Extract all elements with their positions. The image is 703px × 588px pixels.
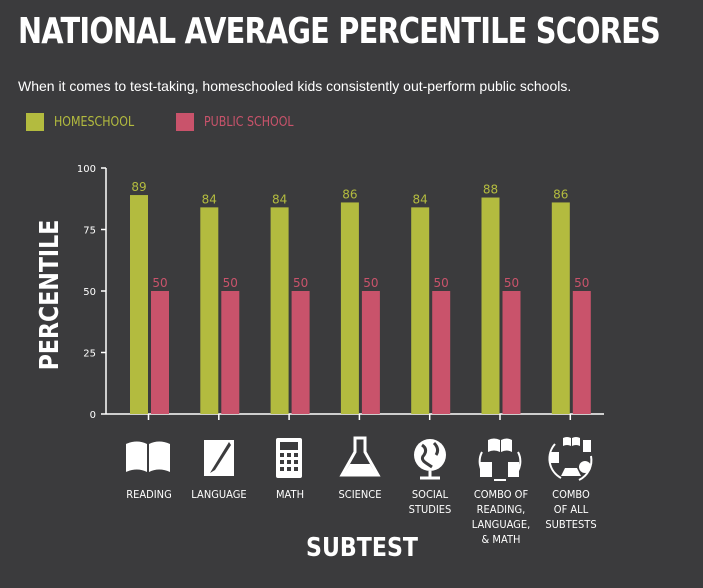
- legend-label-homeschool: HOMESCHOOL: [54, 114, 135, 130]
- bar-public-school: [291, 291, 310, 414]
- chart-subtitle: When it comes to test-taking, homeschool…: [18, 78, 572, 94]
- bar-public-school: [361, 291, 380, 414]
- y-tick-label: 25: [83, 349, 96, 360]
- bar-homeschool: [551, 202, 570, 414]
- bar-public-school: [432, 291, 451, 414]
- category-label: MATH: [275, 488, 304, 501]
- legend-item-homeschool: HOMESCHOOL: [26, 112, 148, 132]
- category-label: SCIENCE: [338, 488, 382, 501]
- data-label-homeschool: 84: [202, 192, 217, 206]
- data-label-public-school: 50: [363, 276, 378, 290]
- category-label: READING: [126, 488, 172, 501]
- flask-icon: [339, 436, 381, 477]
- data-label-homeschool: 86: [342, 187, 357, 201]
- all-subjects-cycle-icon: [548, 437, 593, 481]
- legend-item-public-school: PUBLIC SCHOOL: [176, 112, 309, 132]
- data-label-homeschool: 89: [131, 180, 146, 194]
- data-label-public-school: 50: [574, 276, 589, 290]
- calculator-icon: [276, 438, 302, 478]
- data-label-public-school: 50: [152, 276, 167, 290]
- legend-swatch-public-school: [176, 113, 194, 131]
- bar-homeschool: [130, 195, 148, 414]
- data-label-public-school: 50: [223, 276, 238, 290]
- y-tick-label: 50: [83, 287, 96, 298]
- y-tick-label: 0: [90, 410, 96, 421]
- globe-icon: [414, 439, 446, 480]
- bar-public-school: [572, 291, 591, 414]
- bar-public-school: [221, 291, 240, 414]
- book-paper-calculator-cycle-icon: [478, 438, 522, 481]
- x-axis-label: SUBTEST: [306, 533, 418, 563]
- bar-homeschool: [411, 207, 430, 414]
- bar-homeschool: [481, 197, 500, 414]
- data-label-public-school: 50: [293, 276, 308, 290]
- bar-public-school: [502, 291, 521, 414]
- category-label: SOCIAL STUDIES: [408, 488, 452, 516]
- data-label-public-school: 50: [504, 276, 519, 290]
- bar-homeschool: [200, 207, 219, 414]
- bar-homeschool: [270, 207, 289, 414]
- legend-label-public-school: PUBLIC SCHOOL: [204, 114, 294, 130]
- data-label-homeschool: 84: [272, 192, 287, 206]
- legend-swatch-homeschool: [26, 113, 44, 131]
- bar-homeschool: [340, 202, 359, 414]
- data-label-public-school: 50: [434, 276, 449, 290]
- book-icon: [126, 441, 170, 472]
- category-label: LANGUAGE: [191, 488, 247, 501]
- y-axis-label: PERCENTILE: [35, 219, 65, 371]
- data-label-homeschool: 84: [413, 192, 428, 206]
- paper-pencil-icon: [204, 440, 234, 476]
- y-tick-label: 75: [83, 226, 96, 237]
- category-label: COMBO OF READING, LANGUAGE, & MATH: [471, 488, 530, 546]
- data-label-homeschool: 88: [483, 183, 498, 197]
- category-label: COMBO OF ALL SUBTESTS: [545, 488, 597, 531]
- chart-title: NATIONAL AVERAGE PERCENTILE SCORES: [18, 11, 661, 52]
- y-tick-label: 100: [77, 164, 96, 175]
- bar-public-school: [151, 291, 169, 414]
- data-label-homeschool: 86: [553, 187, 568, 201]
